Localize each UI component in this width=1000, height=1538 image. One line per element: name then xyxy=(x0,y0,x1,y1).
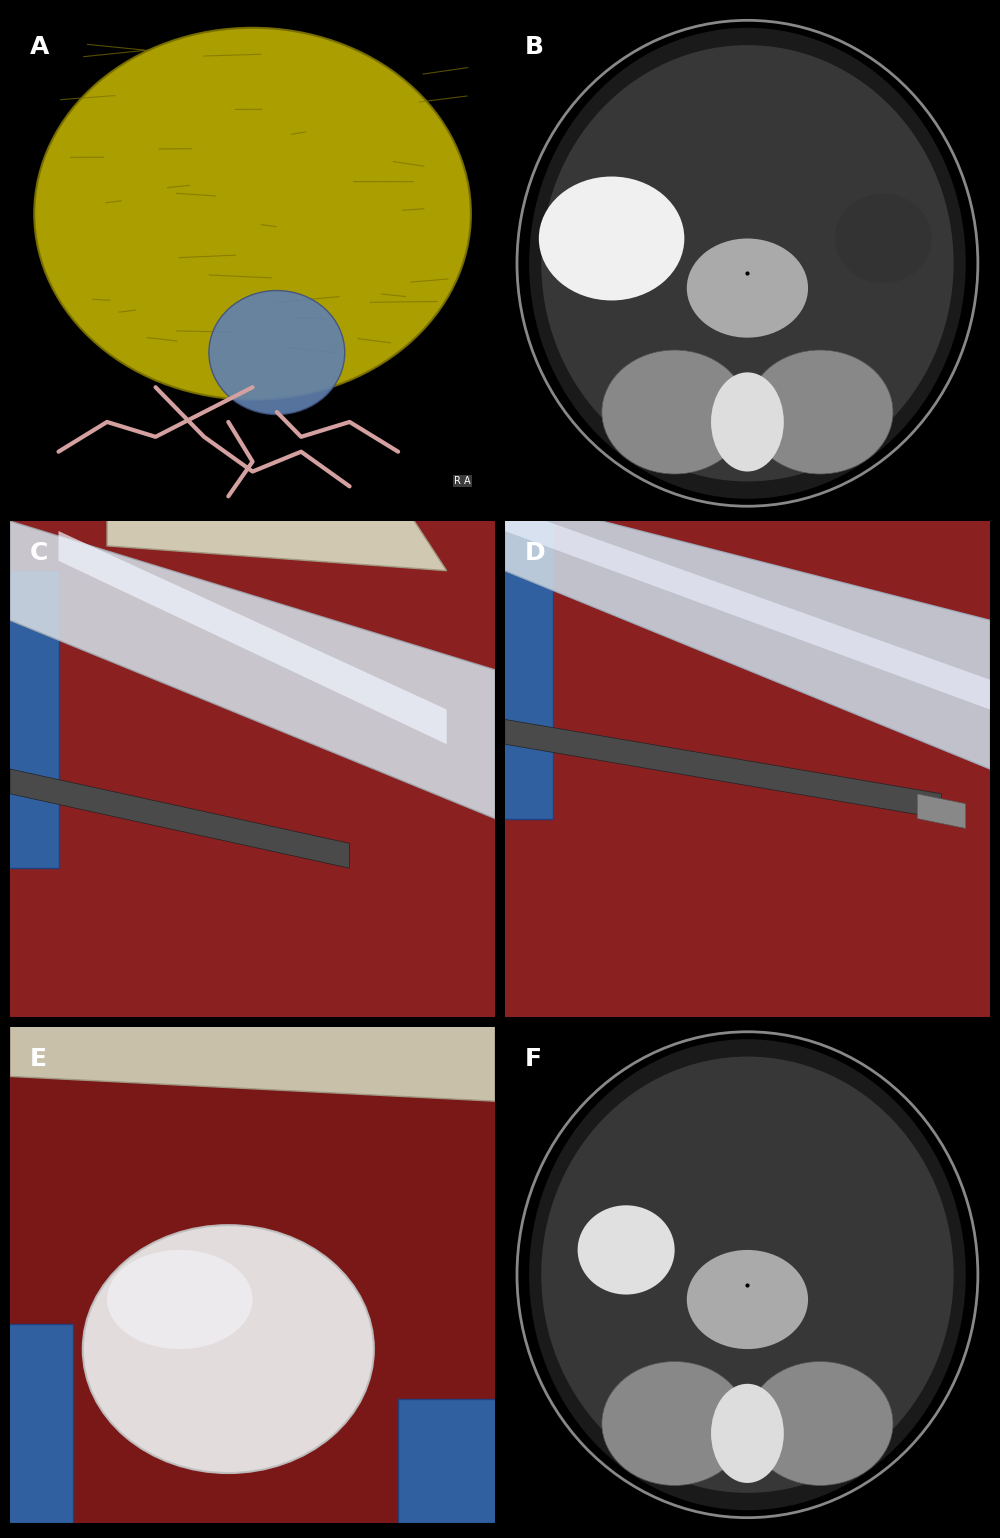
Ellipse shape xyxy=(687,238,808,338)
Ellipse shape xyxy=(107,1250,253,1349)
Ellipse shape xyxy=(209,291,345,415)
Bar xyxy=(398,1398,519,1523)
Ellipse shape xyxy=(747,1361,893,1486)
Ellipse shape xyxy=(711,372,784,472)
Polygon shape xyxy=(10,521,495,818)
Ellipse shape xyxy=(602,351,747,474)
Bar xyxy=(481,521,553,818)
Ellipse shape xyxy=(83,1226,374,1473)
Ellipse shape xyxy=(578,1206,675,1295)
Ellipse shape xyxy=(529,28,966,498)
Ellipse shape xyxy=(602,1361,747,1486)
Ellipse shape xyxy=(687,1250,808,1349)
Ellipse shape xyxy=(34,28,471,400)
Ellipse shape xyxy=(541,45,954,481)
Polygon shape xyxy=(917,794,966,829)
Text: A: A xyxy=(29,35,49,58)
Text: B: B xyxy=(524,35,543,58)
Polygon shape xyxy=(505,506,990,709)
Bar xyxy=(0,571,59,867)
Ellipse shape xyxy=(835,194,932,283)
Ellipse shape xyxy=(747,351,893,474)
Text: D: D xyxy=(524,541,545,564)
Polygon shape xyxy=(10,769,350,867)
Ellipse shape xyxy=(529,1040,966,1510)
Ellipse shape xyxy=(541,1057,954,1493)
Bar xyxy=(0,1324,73,1523)
Text: R A: R A xyxy=(454,477,471,486)
Polygon shape xyxy=(505,720,941,818)
Text: F: F xyxy=(524,1047,541,1070)
Text: C: C xyxy=(29,541,48,564)
Polygon shape xyxy=(505,497,990,769)
Polygon shape xyxy=(59,531,447,744)
Polygon shape xyxy=(107,497,447,571)
Polygon shape xyxy=(10,1003,495,1101)
Ellipse shape xyxy=(539,177,684,300)
Text: E: E xyxy=(29,1047,46,1070)
Ellipse shape xyxy=(711,1384,784,1483)
